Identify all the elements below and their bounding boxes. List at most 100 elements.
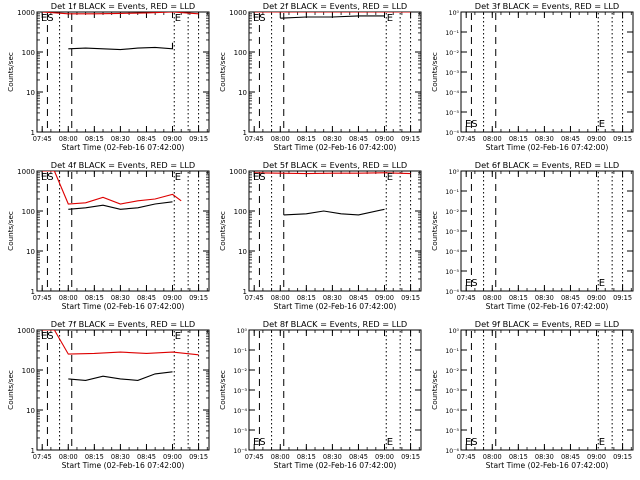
plot-frame xyxy=(460,329,634,451)
series-line-lld xyxy=(42,171,182,205)
x-tick-label: 09:00 xyxy=(375,453,394,461)
chart-panel-4: Det 4f BLACK = Events, RED = LLD 1 10 100 10… xyxy=(6,160,210,311)
x-tick-label: 08:00 xyxy=(483,294,502,302)
chart-panel-5: Det 5f BLACK = Events, RED = LLD 1 10 100 10… xyxy=(218,160,422,311)
x-tick-label: 09:15 xyxy=(613,135,632,143)
x-axis-title: Start Time (02-Feb-16 07:42:00) xyxy=(62,302,185,311)
x-tick-label: 08:45 xyxy=(349,135,368,143)
x-tick-label: 07:45 xyxy=(245,453,264,461)
x-tick-label: 09:15 xyxy=(613,294,632,302)
event-marker-es: ES xyxy=(41,331,54,342)
series-line-events xyxy=(280,15,385,19)
chart-title: Det 6f BLACK = Events, RED = LLD xyxy=(475,160,619,170)
y-axis-title: Counts/sec xyxy=(6,211,15,251)
x-tick-label: 08:45 xyxy=(561,453,580,461)
x-tick-label: 08:15 xyxy=(509,453,528,461)
chart-title: Det 2f BLACK = Events, RED = LLD xyxy=(263,1,407,11)
event-marker-es: ES xyxy=(253,13,266,24)
x-axis-title: Start Time (02-Feb-16 07:42:00) xyxy=(274,143,397,152)
y-tick-label: 1000 xyxy=(17,9,35,17)
event-marker-e: E xyxy=(387,437,393,448)
event-marker-es: ES xyxy=(253,437,266,448)
x-tick-label: 08:30 xyxy=(535,294,554,302)
x-axis-title: Start Time (02-Feb-16 07:42:00) xyxy=(62,461,185,470)
y-tick-label: 10 xyxy=(238,248,247,256)
event-marker-es: ES xyxy=(41,13,54,24)
x-tick-label: 07:45 xyxy=(457,294,476,302)
x-tick-label: 08:30 xyxy=(323,453,342,461)
y-tick-label: 10 xyxy=(238,89,247,97)
x-tick-label: 08:15 xyxy=(297,294,316,302)
x-tick-label: 09:15 xyxy=(189,453,208,461)
y-tick-label: 10⁻⁴ xyxy=(445,408,459,415)
x-tick-label: 09:00 xyxy=(587,135,606,143)
series-line-lld xyxy=(42,12,199,15)
y-tick-label: 10⁻³ xyxy=(445,70,459,77)
y-tick-label: 10⁻¹ xyxy=(445,30,459,37)
y-tick-label: 10⁻⁵ xyxy=(445,269,459,276)
y-tick-label: 100 xyxy=(22,49,35,57)
y-tick-label: 10⁻⁶ xyxy=(445,448,459,455)
x-tick-label: 09:15 xyxy=(613,453,632,461)
x-tick-label: 09:15 xyxy=(189,294,208,302)
y-tick-label: 10⁻¹ xyxy=(233,348,247,355)
y-tick-label: 1000 xyxy=(229,168,247,176)
y-tick-label: 1000 xyxy=(229,9,247,17)
event-marker-es: ES xyxy=(465,437,478,448)
y-tick-label: 1 xyxy=(31,447,35,455)
event-marker-e: E xyxy=(387,172,393,183)
x-tick-label: 09:00 xyxy=(163,453,182,461)
event-marker-es: ES xyxy=(465,278,478,289)
y-tick-label: 100 xyxy=(22,208,35,216)
x-tick-label: 08:00 xyxy=(59,135,78,143)
y-tick-label: 10⁻⁴ xyxy=(445,249,459,256)
y-axis-title: Counts/sec xyxy=(430,52,439,92)
event-marker-e: E xyxy=(387,13,393,24)
series-line-events xyxy=(283,208,385,216)
chart-title: Det 8f BLACK = Events, RED = LLD xyxy=(263,319,407,329)
x-tick-label: 09:00 xyxy=(587,294,606,302)
plot-frame xyxy=(36,329,210,451)
x-tick-label: 08:30 xyxy=(111,294,130,302)
event-marker-es: ES xyxy=(41,172,54,183)
x-tick-label: 07:45 xyxy=(245,135,264,143)
chart-panel-1: Det 1f BLACK = Events, RED = LLD 1 10 100 10… xyxy=(6,1,210,152)
x-tick-label: 08:30 xyxy=(535,453,554,461)
y-tick-label: 10⁻² xyxy=(233,368,247,375)
x-tick-label: 08:15 xyxy=(509,294,528,302)
y-tick-label: 10⁰ xyxy=(237,328,248,335)
x-tick-label: 08:00 xyxy=(59,453,78,461)
x-tick-label: 09:15 xyxy=(189,135,208,143)
event-marker-e: E xyxy=(175,331,181,342)
event-marker-e: E xyxy=(175,172,181,183)
x-tick-label: 07:45 xyxy=(457,453,476,461)
x-tick-label: 08:15 xyxy=(85,294,104,302)
x-tick-label: 08:30 xyxy=(111,453,130,461)
chart-panel-8: Det 8f BLACK = Events, RED = LLD 10⁰ 10⁻¹ 1… xyxy=(218,319,422,470)
x-tick-label: 09:00 xyxy=(375,294,394,302)
x-tick-label: 08:15 xyxy=(509,135,528,143)
y-tick-label: 10⁻⁶ xyxy=(445,289,459,296)
y-tick-label: 10⁻² xyxy=(445,368,459,375)
x-tick-label: 09:00 xyxy=(375,135,394,143)
x-tick-label: 09:00 xyxy=(163,135,182,143)
chart-title: Det 5f BLACK = Events, RED = LLD xyxy=(263,160,407,170)
y-tick-label: 10⁻¹ xyxy=(445,189,459,196)
event-marker-e: E xyxy=(599,278,605,289)
x-axis-title: Start Time (02-Feb-16 07:42:00) xyxy=(274,302,397,311)
x-tick-label: 08:00 xyxy=(483,135,502,143)
x-tick-label: 08:00 xyxy=(271,294,290,302)
x-tick-label: 09:00 xyxy=(587,453,606,461)
event-marker-e: E xyxy=(599,437,605,448)
x-tick-label: 08:45 xyxy=(137,135,156,143)
x-tick-label: 08:45 xyxy=(349,294,368,302)
plot-frame xyxy=(248,170,422,292)
y-axis-title: Counts/sec xyxy=(6,52,15,92)
y-tick-label: 1 xyxy=(31,288,35,296)
y-tick-label: 10⁰ xyxy=(449,169,460,176)
y-tick-label: 100 xyxy=(22,367,35,375)
y-tick-label: 10⁻³ xyxy=(445,229,459,236)
chart-title: Det 4f BLACK = Events, RED = LLD xyxy=(51,160,195,170)
x-tick-label: 08:30 xyxy=(111,135,130,143)
x-tick-label: 07:45 xyxy=(457,135,476,143)
